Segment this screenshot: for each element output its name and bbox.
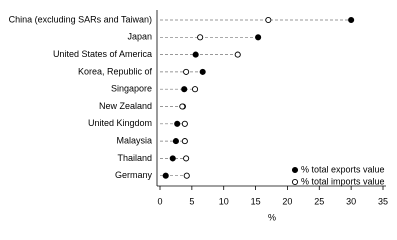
marker [348,16,355,24]
marker [192,51,199,58]
marker [174,120,181,127]
category-label: Japan [127,32,152,42]
category-label: United Kingdom [88,118,152,128]
x-tick-label: 25 [314,196,324,206]
marker [169,155,176,162]
category-label: Singapore [111,84,152,94]
legend-marker [291,166,299,174]
marker [181,86,188,93]
x-tick-label: 10 [219,196,229,206]
x-tick-label: 5 [189,196,194,206]
x-tick-label: 35 [378,196,388,206]
category-label: Malaysia [116,135,152,145]
marker [199,68,206,75]
x-tick-label: 15 [251,196,261,206]
marker [234,51,241,58]
marker [179,103,186,110]
x-axis-label: % [268,212,276,222]
x-tick-label: 30 [346,196,356,206]
marker [197,34,204,41]
marker [181,120,188,127]
category-label: Germany [115,170,153,180]
marker [183,68,190,75]
marker [191,86,199,93]
marker [255,34,262,41]
legend-marker [291,178,299,186]
x-tick-label: 0 [157,196,162,206]
category-label: New Zealand [99,101,152,111]
page: {"chart_data": {"type": "dot", "categori… [8,10,389,223]
marker [172,138,179,145]
marker [183,172,190,179]
x-tick-label: 20 [282,196,292,206]
category-label: Korea, Republic of [78,66,153,76]
category-label: Thailand [117,153,152,163]
category-label: China (excluding SARs and Taiwan) [9,14,152,24]
legend-label: % total exports value [301,164,385,174]
marker [162,172,169,179]
legend-label: % total imports value [301,176,385,186]
chart: % 0 5 10 15 20 25 30 35 China (excluding SARs an… [9,10,388,222]
marker [183,155,190,162]
marker [181,138,188,145]
marker [265,16,272,24]
category-label: United States of America [53,49,152,59]
